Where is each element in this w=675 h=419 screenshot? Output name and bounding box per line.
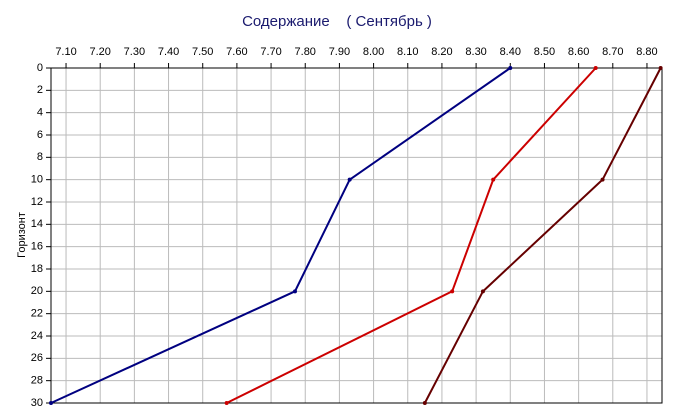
- y-tick-label: 8: [37, 151, 43, 163]
- x-tick-label: 8.70: [602, 46, 623, 58]
- x-tick-label: 8.30: [465, 46, 486, 58]
- x-tick-label: 8.80: [636, 46, 657, 58]
- y-tick-label: 22: [31, 308, 43, 320]
- x-tick-label: 8.10: [397, 46, 418, 58]
- data-line: [226, 67, 597, 404]
- y-tick-label: 14: [31, 218, 43, 230]
- data-point: [450, 289, 455, 294]
- y-tick-label: 18: [31, 263, 43, 275]
- y-axis-label: Горизонт: [16, 212, 28, 258]
- x-tick-label: 8.00: [363, 46, 384, 58]
- y-tick-label: 12: [31, 196, 43, 208]
- y-tick-label: 16: [31, 241, 43, 253]
- y-tick-label: 20: [31, 285, 43, 297]
- x-tick-label: 7.60: [226, 46, 247, 58]
- data-line: [423, 67, 662, 404]
- x-tick-label: 7.90: [329, 46, 350, 58]
- x-tick-label: 7.80: [295, 46, 316, 58]
- chart-title: Содержание ( Сентябрь ): [242, 13, 432, 30]
- data-point: [224, 401, 229, 405]
- data-point: [491, 177, 496, 182]
- y-tick-label: 6: [37, 129, 43, 141]
- x-tick-label: 8.40: [500, 46, 521, 58]
- data-point: [508, 66, 513, 70]
- plot-frame: [50, 67, 663, 404]
- x-tick-label: 8.50: [534, 46, 555, 58]
- x-tick-label: 7.20: [89, 46, 110, 58]
- data-point: [292, 289, 297, 294]
- x-tick-label: 7.30: [124, 46, 145, 58]
- data-point: [600, 177, 605, 182]
- data-point: [347, 177, 352, 182]
- data-point: [593, 66, 598, 70]
- y-tick-label: 24: [31, 330, 43, 342]
- x-tick-label: 7.10: [55, 46, 76, 58]
- data-point: [49, 401, 53, 405]
- x-tick-label: 7.40: [158, 46, 179, 58]
- x-tick-label: 8.60: [568, 46, 589, 58]
- y-tick-label: 10: [31, 174, 43, 186]
- x-tick-label: 7.50: [192, 46, 213, 58]
- x-tick-label: 7.70: [260, 46, 281, 58]
- x-tick-label: 8.20: [431, 46, 452, 58]
- y-tick-label: 28: [31, 375, 43, 387]
- data-point: [422, 401, 427, 405]
- data-line: [50, 67, 511, 404]
- y-tick-label: 2: [37, 84, 43, 96]
- y-tick-label: 4: [37, 107, 43, 119]
- y-tick-label: 0: [37, 62, 43, 74]
- y-tick-label: 30: [31, 397, 43, 409]
- data-point: [658, 66, 663, 70]
- data-point: [480, 289, 485, 294]
- y-tick-label: 26: [31, 352, 43, 364]
